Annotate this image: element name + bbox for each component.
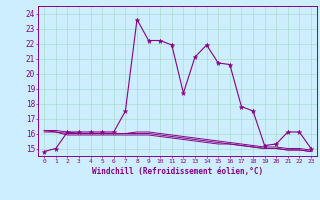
X-axis label: Windchill (Refroidissement éolien,°C): Windchill (Refroidissement éolien,°C) [92, 167, 263, 176]
